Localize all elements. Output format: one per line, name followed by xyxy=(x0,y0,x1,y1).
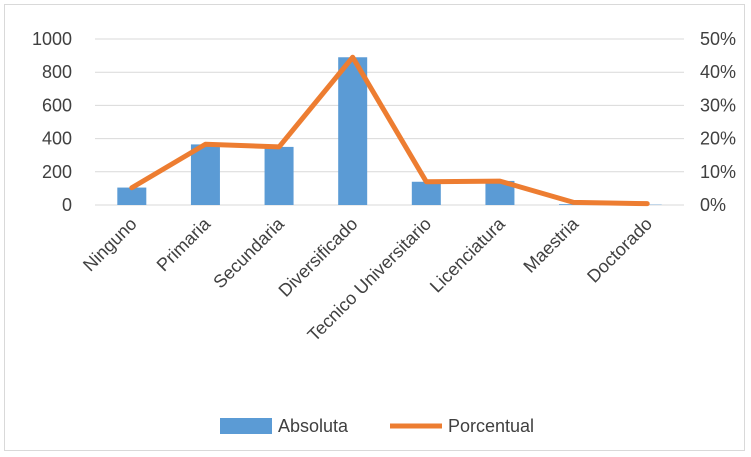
right-tick-label: 0% xyxy=(700,195,726,215)
right-axis-tick-labels: 0% 10% 20% 30% 40% 50% xyxy=(700,29,736,215)
left-tick-label: 600 xyxy=(42,95,72,115)
left-tick-label: 400 xyxy=(42,129,72,149)
category-labels: Ninguno PrimariaSecundariaDiversificadoTe… xyxy=(79,213,656,345)
bar xyxy=(264,146,294,205)
left-tick-label: 0 xyxy=(62,195,72,215)
category-label: Ninguno xyxy=(79,214,141,276)
legend-label-porcentual: Porcentual xyxy=(448,416,534,436)
legend: Absoluta Porcentual xyxy=(220,416,534,436)
left-tick-label: 800 xyxy=(42,62,72,82)
bars-absoluta xyxy=(117,57,662,206)
bar xyxy=(190,144,220,205)
right-tick-label: 40% xyxy=(700,62,736,82)
right-tick-label: 10% xyxy=(700,162,736,182)
chart-frame xyxy=(4,4,745,451)
legend-label-absoluta: Absoluta xyxy=(278,416,349,436)
line-porcentual xyxy=(129,54,650,207)
bar xyxy=(411,181,441,205)
left-axis-tick-labels: 0 200 400 600 800 1000 xyxy=(32,29,72,215)
category-label: Maestria xyxy=(519,213,583,277)
right-tick-label: 30% xyxy=(700,95,736,115)
category-label: Tecnico Universitario xyxy=(304,214,436,346)
left-tick-label: 200 xyxy=(42,162,72,182)
right-tick-label: 20% xyxy=(700,129,736,149)
bar xyxy=(338,57,368,206)
category-label: Doctorado xyxy=(583,214,656,287)
right-tick-label: 50% xyxy=(700,29,736,49)
series-line xyxy=(129,54,650,207)
category-label: Secundaria xyxy=(209,213,288,292)
category-label: Licenciatura xyxy=(426,213,509,296)
category-label: Primaria xyxy=(153,213,215,275)
bar xyxy=(117,187,147,205)
left-tick-label: 1000 xyxy=(32,29,72,49)
legend-swatch-absoluta xyxy=(220,418,272,434)
